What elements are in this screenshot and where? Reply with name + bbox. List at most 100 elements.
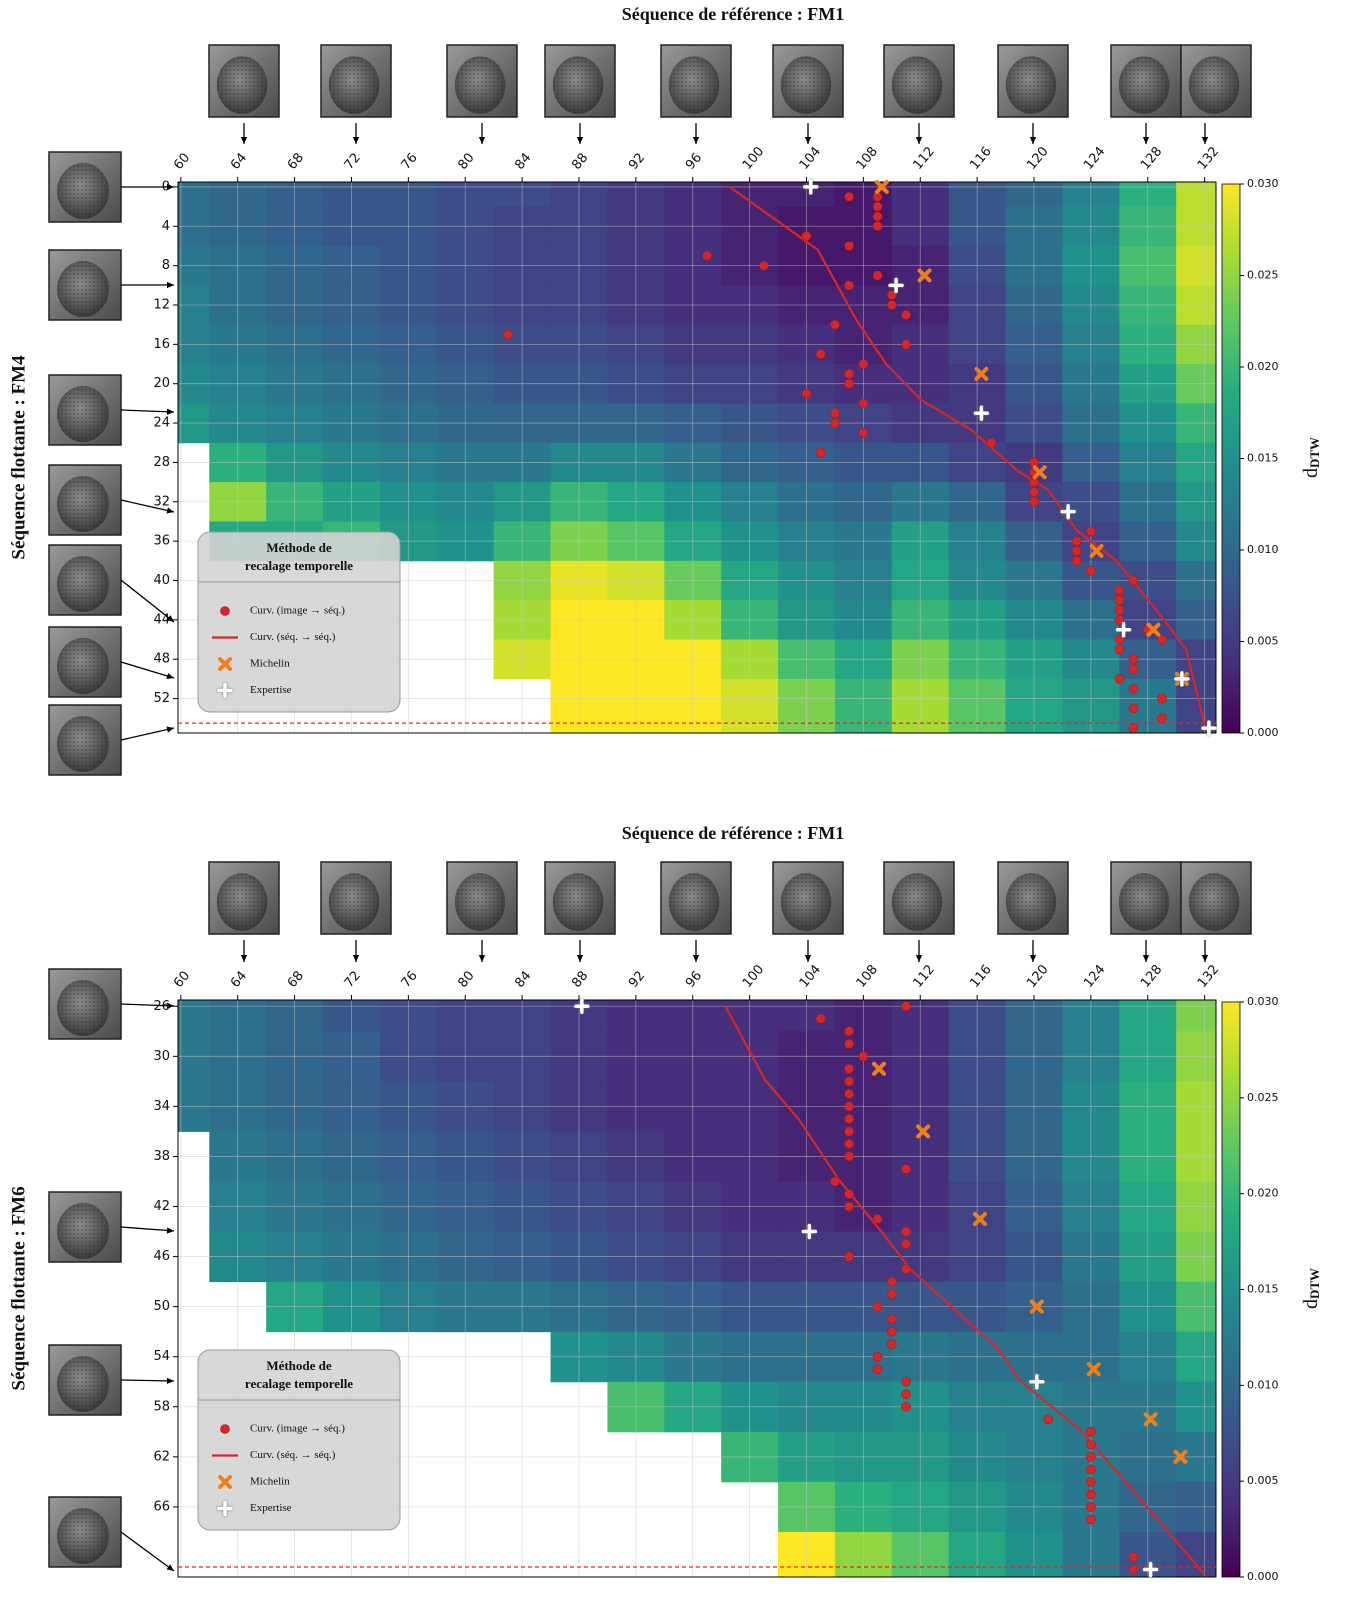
- x-tick-label: 80: [455, 969, 477, 991]
- legend-label: Expertise: [250, 684, 292, 696]
- thumbnail-texture: [57, 386, 109, 442]
- point: [916, 1124, 931, 1139]
- point: [844, 1114, 854, 1124]
- thumbnail-texture: [57, 1356, 109, 1412]
- point: [901, 339, 911, 350]
- x-tick-label: 108: [854, 144, 881, 173]
- point: [1032, 465, 1047, 480]
- point: [1115, 621, 1132, 638]
- point: [1128, 1552, 1139, 1562]
- thumbnail: [48, 1344, 122, 1416]
- arrow-head: [167, 183, 174, 191]
- legend-box: [197, 1349, 401, 1531]
- point: [901, 310, 911, 320]
- colorbar-tick-label: 0.015: [1247, 452, 1279, 465]
- point: [844, 191, 854, 202]
- legend-label: Michelin: [250, 658, 290, 670]
- point: [1114, 644, 1125, 655]
- x-tick-label: 120: [1024, 962, 1051, 991]
- legend-marker: [220, 1424, 230, 1434]
- x-tick-label: 104: [797, 144, 824, 173]
- x-tick-label: 104: [797, 962, 824, 991]
- point: [844, 1126, 854, 1137]
- x-tick-label: 112: [910, 962, 937, 991]
- point: [1128, 703, 1139, 714]
- point: [815, 447, 826, 458]
- y-axis-label: Séquence flottante : FM4: [8, 355, 29, 560]
- legend-marker: [220, 606, 230, 616]
- x-tick-label: 92: [626, 151, 648, 173]
- point: [1086, 565, 1096, 576]
- thumbnail-texture: [1118, 873, 1170, 931]
- point: [844, 241, 854, 251]
- thumbnail-texture: [552, 56, 604, 114]
- x-tick-label: 88: [569, 969, 591, 991]
- point: [1029, 1374, 1045, 1390]
- line: [729, 186, 1206, 726]
- arrow-head: [352, 137, 360, 144]
- y-tick-label: 38: [153, 1149, 170, 1164]
- thumbnail-texture: [57, 556, 109, 612]
- arrow-head: [166, 615, 174, 622]
- colorbar-tick-label: 0.005: [1247, 635, 1279, 648]
- point: [1157, 713, 1167, 724]
- point: [1128, 664, 1139, 674]
- point: [872, 211, 883, 222]
- legend-title: Méthode de: [266, 540, 332, 555]
- thumbnail-texture: [328, 873, 380, 931]
- arrow: [120, 727, 175, 741]
- thumbnail-texture: [454, 56, 506, 114]
- point: [887, 1289, 897, 1299]
- point: [1089, 543, 1104, 558]
- thumbnail-texture: [454, 873, 506, 931]
- colorbar-label-sub: DTW: [1307, 1268, 1322, 1299]
- y-tick-label: 12: [153, 297, 170, 312]
- thumbnail: [660, 44, 732, 118]
- point: [887, 1339, 897, 1349]
- thumbnail: [48, 544, 122, 616]
- thumbnail: [883, 44, 955, 118]
- x-tick-label: 64: [228, 969, 250, 991]
- x-tick-label: 128: [1138, 962, 1165, 991]
- arrow-head: [1142, 137, 1150, 144]
- legend-title: recalage temporelle: [245, 558, 353, 573]
- arrow: [120, 661, 175, 679]
- point: [1157, 693, 1167, 704]
- point: [830, 319, 840, 330]
- point: [858, 398, 869, 409]
- colorbar-tick-label: 0.030: [1247, 995, 1279, 1008]
- y-tick-label: 52: [153, 691, 170, 706]
- thumbnail-texture: [1005, 873, 1057, 931]
- colorbar-tick-label: 0.020: [1247, 1187, 1279, 1200]
- arrow: [120, 409, 175, 413]
- x-tick-label: 84: [512, 151, 534, 173]
- point: [1143, 1412, 1158, 1427]
- arrow-head: [915, 955, 923, 962]
- x-tick-label: 96: [683, 969, 705, 991]
- x-tick-label: 92: [626, 969, 648, 991]
- x-tick-label: 76: [399, 151, 421, 173]
- thumbnail: [48, 704, 122, 776]
- point: [1146, 622, 1161, 637]
- legend-box: [197, 531, 401, 713]
- point: [801, 1223, 818, 1240]
- point: [1029, 1299, 1044, 1314]
- heatmap-cell: [1176, 1000, 1216, 1032]
- point: [901, 1389, 911, 1400]
- x-tick-label: 116: [967, 962, 994, 991]
- y-tick-label: 44: [153, 612, 170, 627]
- point: [1114, 605, 1125, 615]
- x-tick-label: 116: [967, 144, 994, 173]
- thumbnail-texture: [1118, 56, 1170, 114]
- x-tick-label: 68: [285, 151, 307, 173]
- point: [887, 1326, 897, 1337]
- plot-frame: [177, 181, 1217, 734]
- thumbnail: [1110, 44, 1182, 118]
- y-tick-label: 32: [153, 494, 170, 509]
- point: [901, 1001, 911, 1012]
- x-tick-label: 108: [854, 962, 881, 991]
- point: [1071, 536, 1082, 546]
- legend-title: recalage temporelle: [245, 1376, 353, 1391]
- plot-frame: [177, 999, 1217, 1578]
- point: [844, 1139, 854, 1149]
